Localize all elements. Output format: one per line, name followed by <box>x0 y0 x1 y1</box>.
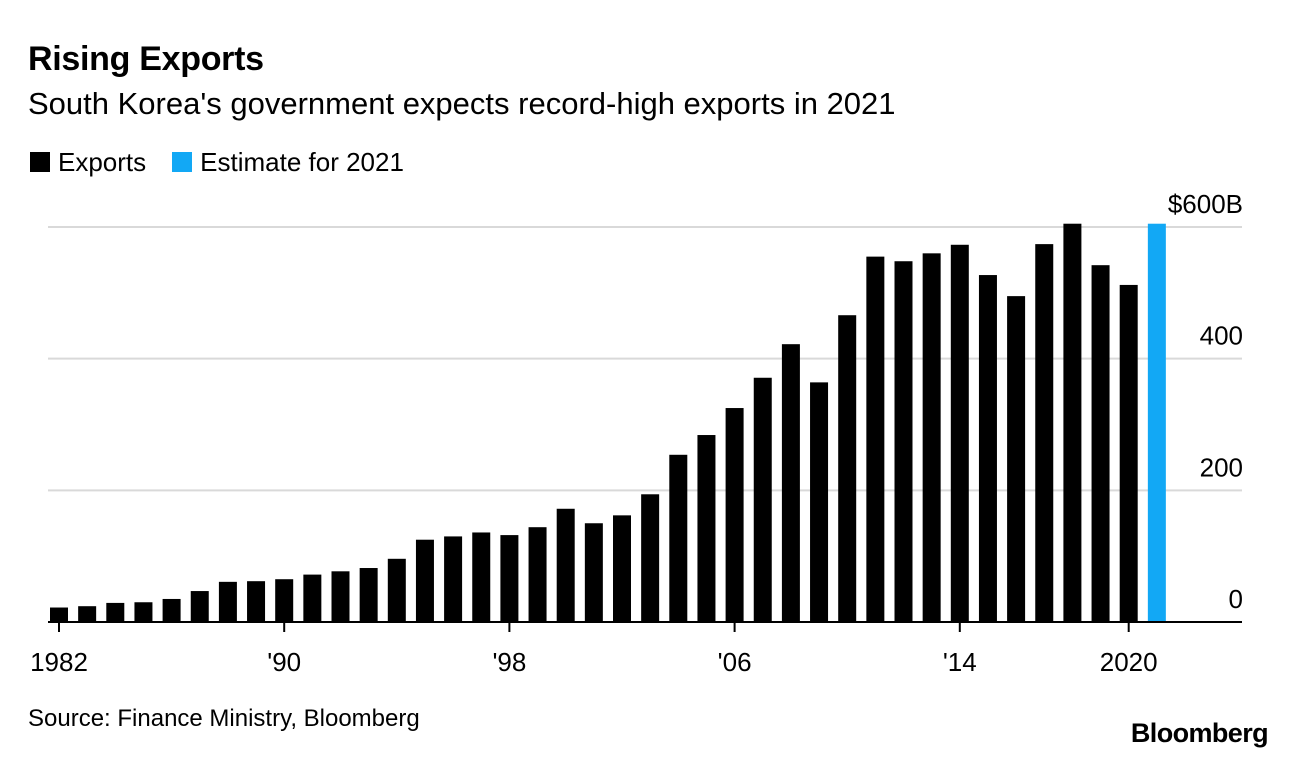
bar-exports-1990 <box>275 579 294 622</box>
bar-exports-1986 <box>162 598 181 622</box>
bar-exports-1984 <box>106 602 125 622</box>
bar-exports-2008 <box>781 344 800 622</box>
bar-exports-1995 <box>415 539 434 622</box>
bar-estimate-2021 <box>1147 223 1166 623</box>
legend-swatch-exports <box>30 152 50 172</box>
bar-exports-1982 <box>50 607 68 622</box>
bar-exports-1994 <box>387 558 406 622</box>
bar-exports-2011 <box>866 256 885 622</box>
bar-exports-2005 <box>697 435 716 622</box>
bar-exports-1992 <box>331 571 350 622</box>
bar-exports-1999 <box>528 527 547 622</box>
bar-exports-2012 <box>894 261 913 622</box>
legend-item-estimate: Estimate for 2021 <box>172 149 404 175</box>
axis-labels: 0 200 400 $600B 1982 '90 '98 '06 '14 2020 <box>30 189 1243 677</box>
bar-exports-2020 <box>1119 284 1138 622</box>
legend-label-exports: Exports <box>58 147 147 177</box>
chart-subtitle: South Korea's government expects record-… <box>28 86 896 121</box>
legend-swatch-estimate <box>172 152 193 172</box>
legend-label-estimate: Estimate for 2021 <box>200 147 404 177</box>
bar-exports-2004 <box>669 454 688 622</box>
legend-item-exports: Exports <box>30 149 146 175</box>
bar-exports-2002 <box>613 515 631 622</box>
bar-exports-2018 <box>1063 223 1082 623</box>
bar-exports-2016 <box>1007 296 1026 622</box>
x-tick-label: '98 <box>492 647 526 677</box>
bar-exports-2007 <box>753 377 772 622</box>
bar-exports-1997 <box>472 532 491 622</box>
bar-exports-2000 <box>556 508 575 622</box>
bar-exports-2006 <box>725 408 744 622</box>
bloomberg-logo: Bloomberg <box>1130 718 1269 748</box>
y-tick-label: 200 <box>1200 452 1243 482</box>
bar-exports-2009 <box>810 382 829 622</box>
y-tick-label: $600B <box>1168 189 1243 219</box>
x-tick-label: 2020 <box>1100 647 1158 677</box>
bar-exports-2010 <box>838 315 857 622</box>
bar-exports-2003 <box>641 494 660 622</box>
bars <box>50 223 1166 623</box>
bar-exports-2013 <box>922 253 941 623</box>
bar-exports-2019 <box>1091 265 1110 622</box>
bar-exports-1993 <box>359 568 378 622</box>
bar-exports-1989 <box>247 581 266 622</box>
x-tick-label: 1982 <box>30 647 88 677</box>
y-tick-label: 0 <box>1229 584 1243 614</box>
bar-exports-1996 <box>444 536 463 622</box>
bar-exports-2015 <box>978 275 997 622</box>
source-note: Source: Finance Ministry, Bloomberg <box>28 705 420 732</box>
x-tick-label: '06 <box>718 647 752 677</box>
bar-exports-1985 <box>134 602 153 622</box>
grid-lines <box>48 226 1242 492</box>
bar-exports-1987 <box>190 591 209 622</box>
bar-exports-2014 <box>950 244 969 622</box>
x-axis <box>48 621 1242 632</box>
legend: Exports Estimate for 2021 <box>30 149 430 175</box>
x-tick-label: '14 <box>943 647 977 677</box>
bar-exports-1988 <box>218 581 237 622</box>
y-tick-label: 400 <box>1200 321 1243 351</box>
x-tick-label: '90 <box>267 647 301 677</box>
chart-title: Rising Exports <box>28 40 264 78</box>
bar-exports-1998 <box>500 535 519 622</box>
bar-exports-2017 <box>1035 244 1054 622</box>
bar-exports-2001 <box>584 523 603 622</box>
bar-exports-1991 <box>303 574 322 622</box>
bar-exports-1983 <box>78 606 97 622</box>
